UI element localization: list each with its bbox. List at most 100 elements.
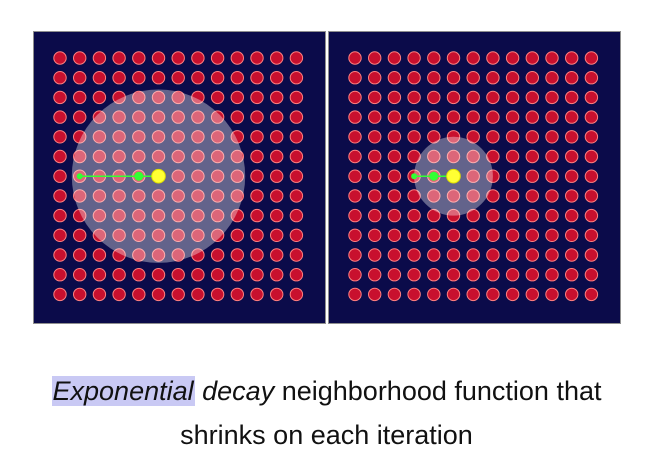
som-node [289,248,304,262]
som-node [92,110,107,124]
som-node [387,268,402,282]
som-node [92,51,107,65]
som-node [112,110,126,124]
som-node [446,268,461,282]
som-node [191,130,205,144]
som-node [210,130,225,144]
som-node [446,189,461,203]
som-node [270,71,284,85]
som-node [191,248,205,262]
caption-line1-rest: neighborhood function that [281,376,602,406]
som-node [584,287,599,302]
som-node [289,110,304,124]
som-node [466,248,480,262]
som-node [210,110,225,124]
som-node [525,51,539,65]
som-node [191,90,205,105]
som-node [446,149,461,164]
som-node [289,208,304,223]
som-node [387,149,402,164]
som-node [466,189,480,203]
som-node [53,189,67,203]
som-node [151,189,166,203]
som-node [525,248,539,262]
som-node [446,228,461,243]
som-node [565,51,579,65]
som-node [545,248,559,262]
som-node [387,130,402,144]
som-node [73,189,87,203]
som-node [466,287,480,302]
som-node [270,287,284,302]
som-node [73,208,87,223]
som-node [132,90,146,105]
som-node [407,110,421,124]
som-node [387,90,402,105]
som-node [53,51,67,65]
som-node [270,248,284,262]
som-node [505,149,520,164]
som-node [348,268,362,282]
som-node [151,51,166,65]
som-node [584,169,599,183]
som-node [545,110,559,124]
som-node [73,228,87,243]
som-node [151,90,166,105]
som-node [210,208,225,223]
som-node [348,189,362,203]
som-node [525,169,539,183]
som-node [73,90,87,105]
som-node [171,90,185,105]
som-node [466,130,480,144]
som-node [584,110,599,124]
som-node [584,189,599,203]
som-node [407,189,421,203]
som-node [53,169,67,183]
som-node [505,110,520,124]
som-node [368,71,382,85]
som-node [565,169,579,183]
som-node [132,51,146,65]
som-node [486,110,500,124]
som-node [446,51,461,65]
som-node [368,287,382,302]
som-node [427,248,441,262]
som-node [545,71,559,85]
som-node [171,51,185,65]
neighbor-marker [134,171,144,181]
som-node [270,130,284,144]
som-node [289,169,304,183]
som-node [73,130,87,144]
som-node [230,51,245,65]
som-node [545,169,559,183]
som-node [53,110,67,124]
som-node [505,90,520,105]
som-node [565,208,579,223]
som-node [348,169,362,183]
som-node [132,71,146,85]
som-node [112,248,126,262]
som-node [348,90,362,105]
som-node [387,51,402,65]
som-node [525,287,539,302]
som-node [191,189,205,203]
som-node [565,90,579,105]
som-node [151,71,166,85]
som-node [565,110,579,124]
som-node [112,287,126,302]
som-node [368,149,382,164]
som-node [230,149,245,164]
som-node [486,189,500,203]
som-node [545,228,559,243]
som-node [446,110,461,124]
som-node [407,287,421,302]
som-node [270,169,284,183]
som-node [210,51,225,65]
som-node [348,130,362,144]
som-node [407,228,421,243]
som-node [387,169,402,183]
som-node [368,110,382,124]
caption-line-2: shrinks on each iteration [180,420,473,450]
som-node [446,90,461,105]
som-node [427,110,441,124]
